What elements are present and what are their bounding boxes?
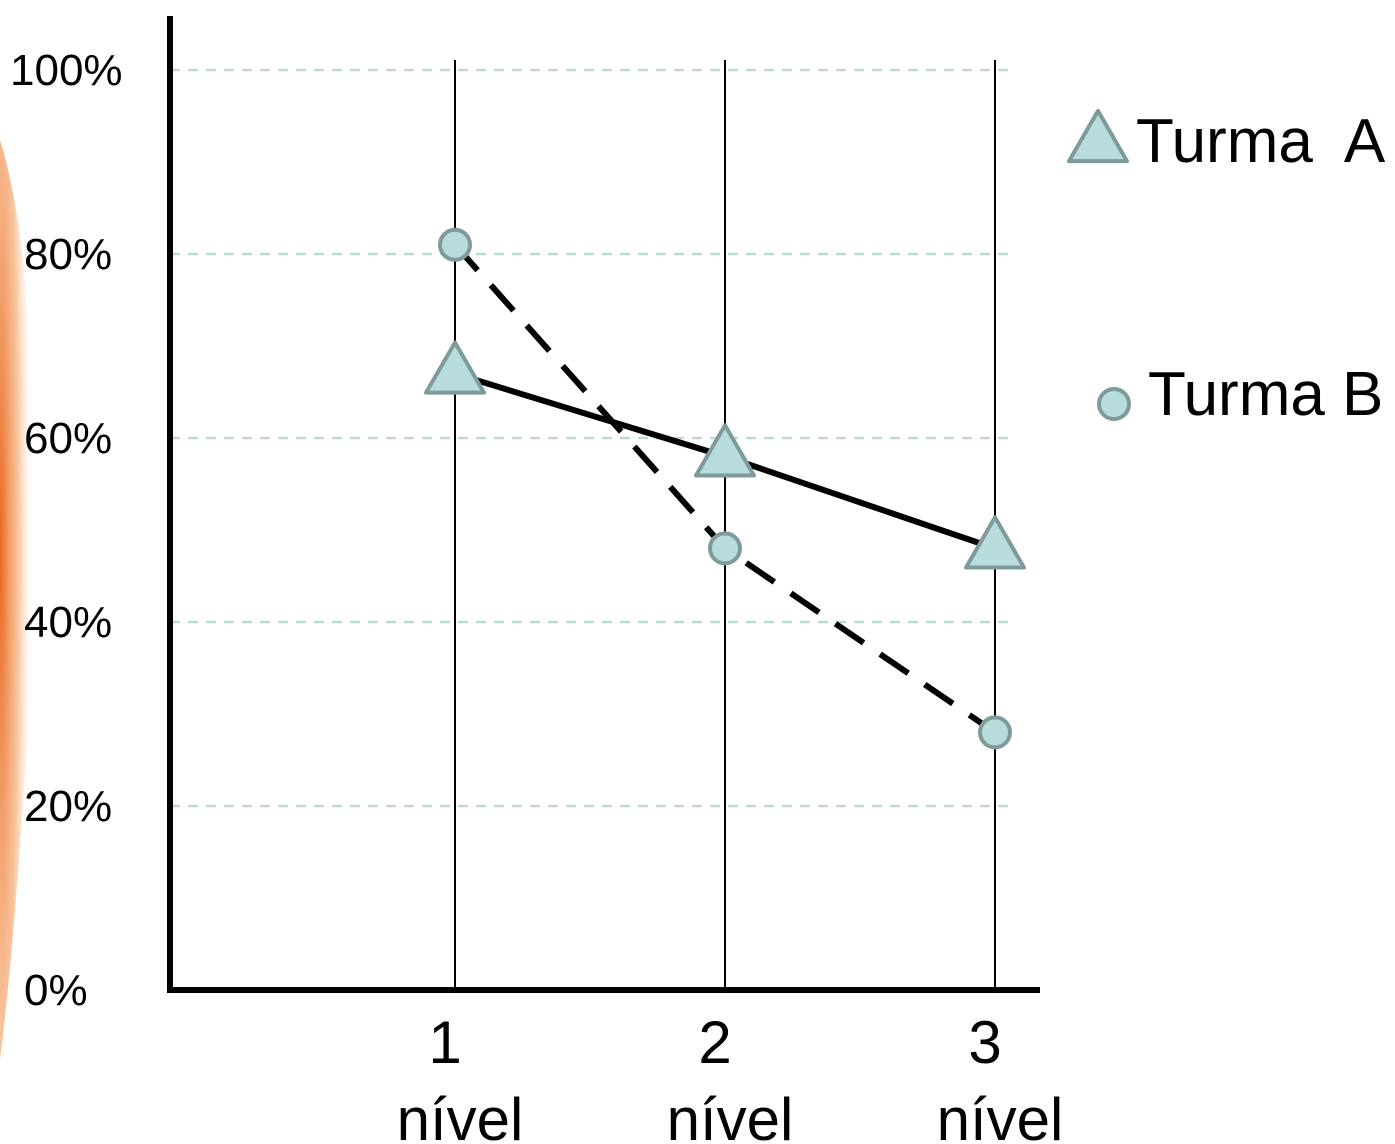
y-tick-label: 60% bbox=[24, 414, 112, 463]
x-tick-suffix: nível bbox=[667, 1086, 794, 1144]
legend: Turma A Turma B bbox=[1067, 107, 1386, 429]
x-tick-suffix: nível bbox=[397, 1086, 524, 1144]
circle-marker bbox=[708, 531, 742, 566]
y-tick-label: 40% bbox=[24, 598, 112, 647]
legend-circle-marker bbox=[1097, 387, 1131, 421]
y-tick-label: 0% bbox=[24, 966, 88, 1015]
x-tick-number: 2 bbox=[698, 1009, 731, 1076]
series bbox=[424, 227, 1026, 750]
y-tick-label: 20% bbox=[24, 782, 112, 831]
circle-marker bbox=[438, 227, 472, 262]
series-turma-b bbox=[438, 227, 1012, 750]
category-lines bbox=[454, 60, 996, 990]
legend-label-turma-b: Turma B bbox=[1148, 360, 1383, 429]
y-tick-label: 80% bbox=[24, 230, 112, 279]
y-tick-label: 100% bbox=[10, 46, 123, 95]
x-tick-labels: 1 nível 2 nível 3 nível bbox=[397, 1009, 1064, 1144]
legend-label-turma-a: Turma A bbox=[1136, 107, 1386, 176]
axes bbox=[167, 16, 1040, 993]
grid bbox=[170, 68, 1010, 808]
decorative-edge-swoosh bbox=[0, 140, 34, 1060]
x-tick-number: 3 bbox=[968, 1009, 1001, 1076]
triangle-marker bbox=[964, 515, 1026, 570]
triangle-marker bbox=[424, 340, 486, 395]
x-tick-number: 1 bbox=[428, 1009, 461, 1076]
circle-marker bbox=[978, 715, 1012, 750]
triangle-marker bbox=[694, 423, 756, 478]
y-tick-labels: 0% 20% 40% 60% 80% 100% bbox=[10, 46, 123, 1015]
legend-triangle-marker bbox=[1067, 108, 1129, 164]
x-tick-suffix: nível bbox=[937, 1086, 1064, 1144]
series-turma-a bbox=[424, 340, 1026, 570]
